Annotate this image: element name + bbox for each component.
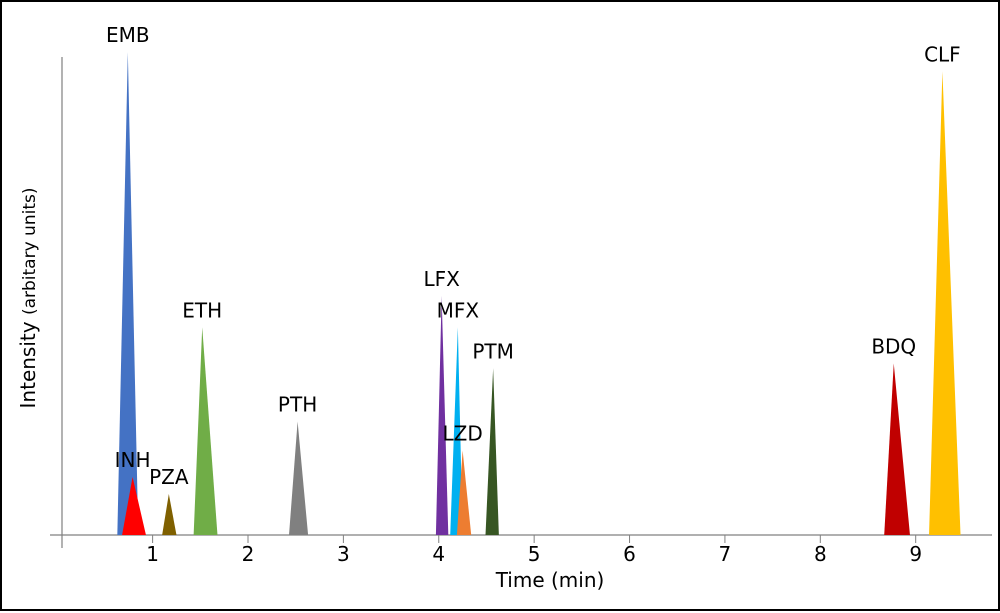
x-tick-label: 6 [623,542,636,566]
x-tick-label: 4 [432,542,445,566]
y-axis-title-sub: (arbitary units) [20,188,40,316]
peak-pza [162,493,177,535]
x-tick-label: 9 [909,542,922,566]
peak-label-lfx: LFX [423,267,460,291]
y-axis-title-main: Intensity [16,321,40,408]
peak-label-inh: INH [115,448,151,472]
peak-lzd [456,450,472,535]
peak-clf [929,71,961,535]
y-axis-title: Intensity (arbitary units) [16,188,40,409]
peak-pth [289,421,309,535]
peak-eth [193,327,218,535]
peak-label-pza: PZA [149,465,189,489]
x-axis-title: Time (min) [495,568,605,592]
peak-label-emb: EMB [106,23,150,47]
peak-ptm [485,368,499,535]
x-tick-label: 1 [146,542,159,566]
peak-label-eth: ETH [182,298,222,322]
peak-inh [122,477,146,535]
peaks-group [117,52,961,535]
peak-label-bdq: BDQ [871,335,916,359]
x-ticks-group: 1 2 3 4 5 6 7 8 9 [146,535,922,566]
x-tick-label: 5 [528,542,541,566]
peak-bdq [884,363,910,535]
peak-mfx [450,327,463,535]
x-tick-label: 8 [814,542,827,566]
x-tick-label: 3 [337,542,350,566]
peak-label-pth: PTH [278,392,317,416]
peak-label-ptm: PTM [472,339,514,363]
peak-label-lzd: LZD [442,421,482,445]
x-tick-label: 2 [242,542,255,566]
x-tick-label: 7 [719,542,732,566]
peak-label-mfx: MFX [437,298,480,322]
peak-label-clf: CLF [924,42,961,66]
peak-lfx [435,295,449,535]
peak-emb [117,52,139,535]
